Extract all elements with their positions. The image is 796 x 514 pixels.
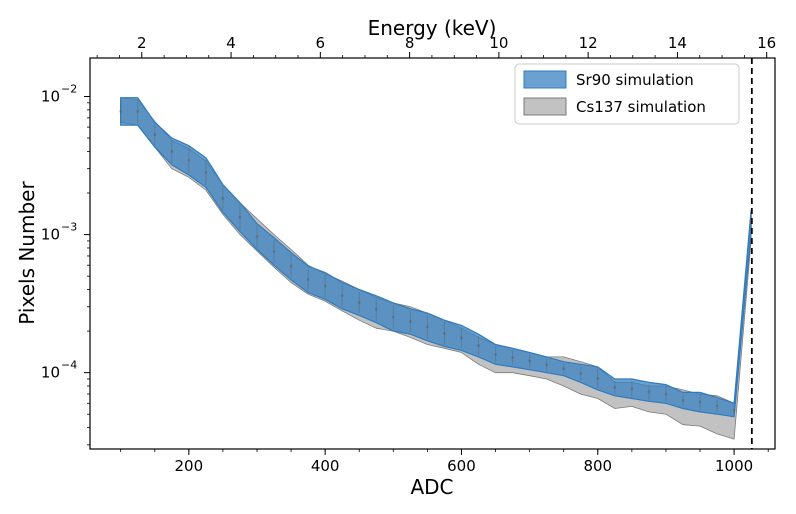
top-tick-label: 8 — [405, 34, 415, 52]
data-point — [221, 197, 225, 200]
data-point — [204, 171, 208, 174]
data-point — [732, 408, 736, 412]
data-point — [579, 371, 583, 375]
plot-frame — [89, 57, 776, 450]
data-point — [289, 264, 293, 268]
y-tick-exponent: −4 — [61, 359, 77, 372]
legend-label-cs137: Cs137 simulation — [576, 98, 706, 116]
top-axis-ticks: 2 4 6 8 10 12 14 16 — [96, 34, 776, 58]
y-axis-label: Pixels Number — [15, 181, 39, 325]
data-point — [323, 284, 327, 288]
data-point — [119, 110, 123, 113]
y-tick-label: 10 — [41, 87, 60, 105]
y-tick-exponent: −2 — [61, 82, 77, 95]
data-point — [187, 158, 191, 162]
top-tick-label: 14 — [668, 34, 687, 52]
top-axis-label: Energy (keV) — [368, 16, 497, 40]
x-tick-label: 800 — [583, 457, 612, 475]
y-tick-exponent: −3 — [61, 221, 77, 234]
x-tick-label: 200 — [175, 457, 204, 475]
top-tick-label: 16 — [757, 34, 776, 52]
legend-swatch-sr90 — [523, 70, 567, 89]
data-point — [494, 352, 497, 356]
top-tick-label: 2 — [137, 34, 147, 52]
data-point — [715, 404, 719, 408]
data-point — [340, 294, 344, 298]
legend: Sr90 simulation Cs137 simulation — [514, 63, 740, 125]
data-point — [357, 301, 361, 304]
data-point — [613, 385, 617, 389]
top-tick-label: 4 — [226, 34, 236, 52]
data-point — [391, 315, 395, 319]
data-point — [272, 250, 276, 253]
legend-frame — [514, 63, 740, 125]
data-point — [153, 133, 157, 137]
x-axis-ticks: 200 400 600 800 1000 — [120, 449, 769, 475]
data-point — [698, 400, 702, 404]
data-point — [425, 325, 429, 329]
data-point — [630, 387, 634, 391]
top-tick-label: 12 — [579, 34, 598, 52]
series-layer — [119, 97, 753, 440]
data-point — [511, 356, 514, 360]
data-point — [681, 399, 685, 402]
data-point — [596, 377, 600, 380]
y-tick-label: 10 — [41, 364, 60, 382]
x-axis-label: ADC — [410, 475, 453, 499]
data-point — [408, 320, 412, 323]
top-tick-label: 6 — [316, 34, 326, 52]
data-point — [374, 307, 378, 311]
data-point — [306, 278, 310, 281]
data-point — [664, 392, 668, 396]
data-point — [170, 150, 174, 153]
y-tick-label: 10 — [41, 226, 60, 244]
data-point — [443, 331, 446, 335]
data-point — [238, 215, 242, 219]
band-sr90 — [120, 97, 752, 418]
data-point — [528, 359, 532, 363]
data-point — [255, 235, 259, 238]
data-point — [545, 363, 549, 367]
top-tick-label: 10 — [489, 34, 508, 52]
data-point — [562, 367, 566, 371]
y-axis-ticks: 10−410−310−2 — [41, 82, 90, 446]
x-tick-label: 400 — [311, 457, 340, 475]
legend-label-sr90: Sr90 simulation — [576, 71, 694, 89]
data-point — [477, 344, 480, 347]
x-tick-label: 1000 — [715, 457, 753, 475]
x-tick-label: 600 — [447, 457, 476, 475]
data-point — [460, 336, 463, 340]
data-point — [136, 110, 140, 113]
data-point — [647, 390, 651, 394]
legend-swatch-cs137 — [523, 97, 567, 116]
